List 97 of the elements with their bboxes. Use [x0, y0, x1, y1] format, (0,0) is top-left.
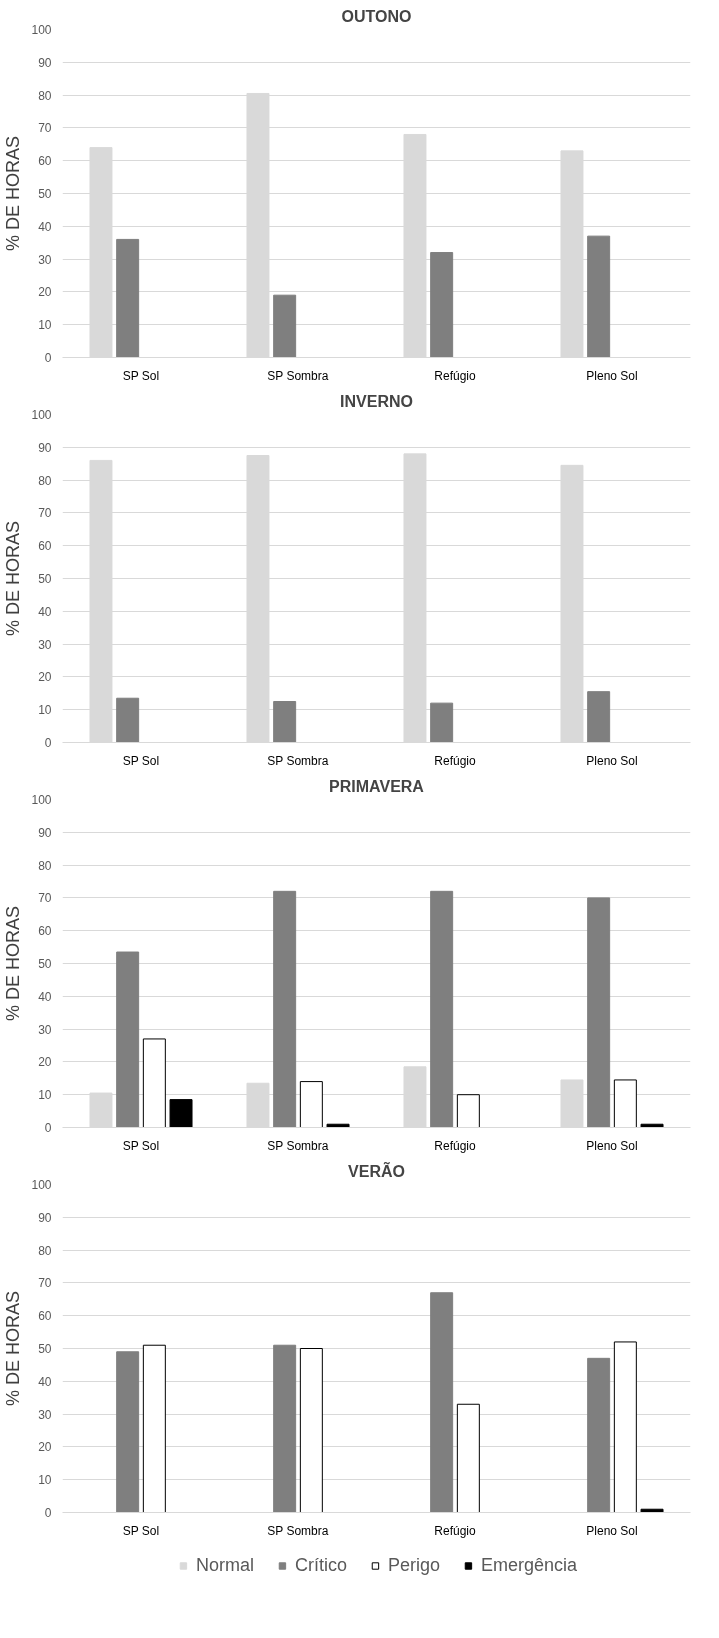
x-tick-label: SP Sombra [267, 368, 329, 383]
x-tick-label: SP Sombra [267, 753, 329, 768]
bar [587, 691, 611, 743]
x-tick-label: SP Sol [122, 1138, 160, 1153]
y-tick-label: 10 [38, 703, 52, 718]
y-tick-label: 100 [31, 793, 52, 807]
bar [430, 702, 454, 743]
legend-label: Perigo [387, 1554, 441, 1576]
x-tick-label: Pleno Sol [586, 1523, 638, 1538]
y-tick-label: 70 [38, 891, 52, 906]
y-axis-title: % DE HORAS [3, 520, 24, 637]
x-tick-label: Refúgio [434, 1138, 477, 1153]
bar [430, 252, 454, 358]
y-tick-label: 100 [31, 408, 52, 422]
x-tick-label: Pleno Sol [586, 753, 638, 768]
y-tick-label: 30 [38, 1022, 52, 1037]
y-tick-label: 40 [38, 989, 52, 1004]
chart-title: INVERNO [340, 392, 413, 410]
x-tick-label: Pleno Sol [586, 368, 638, 383]
bar [299, 1348, 323, 1513]
y-tick-label: 40 [38, 604, 52, 619]
y-tick-label: 20 [38, 1055, 52, 1070]
bar [587, 897, 611, 1128]
y-tick-label: 90 [38, 440, 52, 455]
y-tick-label: 40 [38, 1374, 52, 1389]
y-tick-label: 90 [38, 1210, 52, 1225]
y-tick-label: 50 [38, 957, 52, 971]
bar [116, 1351, 140, 1513]
y-tick-label: 80 [38, 858, 52, 873]
bar [273, 1344, 297, 1513]
x-tick-label: SP Sombra [267, 1138, 329, 1153]
bar [116, 238, 140, 358]
x-tick-label: Pleno Sol [586, 1138, 638, 1153]
chart-title: PRIMAVERA [329, 777, 425, 795]
y-tick-label: 60 [38, 924, 52, 939]
bar [299, 1081, 323, 1128]
bar [587, 1357, 611, 1513]
x-tick-label: SP Sol [122, 368, 160, 383]
bar [456, 1094, 480, 1128]
bar [613, 1341, 637, 1513]
y-tick-label: 40 [38, 219, 52, 234]
bar [456, 1403, 480, 1513]
y-tick-label: 70 [38, 121, 52, 136]
y-tick-label: 30 [38, 637, 52, 652]
y-tick-label: 90 [38, 55, 52, 70]
legend-label: Normal [195, 1554, 254, 1576]
y-tick-label: 70 [38, 1276, 52, 1291]
bar [116, 951, 140, 1128]
y-axis-title: % DE HORAS [3, 135, 24, 252]
y-tick-label: 0 [44, 1506, 52, 1520]
x-tick-label: SP Sombra [267, 1523, 329, 1538]
x-tick-label: SP Sol [122, 1523, 160, 1538]
legend-label: Crítico [294, 1554, 347, 1576]
bar [613, 1079, 637, 1128]
bar [273, 890, 297, 1128]
y-tick-label: 50 [38, 1342, 52, 1356]
bar [142, 1038, 166, 1128]
bar [142, 1344, 166, 1513]
y-tick-label: 30 [38, 252, 52, 267]
y-axis-title: % DE HORAS [3, 905, 24, 1022]
bar [587, 235, 611, 358]
y-tick-label: 100 [31, 1178, 52, 1192]
y-tick-label: 30 [38, 1407, 52, 1422]
chart-title: VERÃO [348, 1160, 405, 1180]
y-tick-label: 60 [38, 1309, 52, 1324]
y-tick-label: 80 [38, 473, 52, 488]
y-tick-label: 20 [38, 1440, 52, 1455]
y-tick-label: 10 [38, 318, 52, 333]
y-tick-label: 80 [38, 88, 52, 103]
y-tick-label: 10 [38, 1473, 52, 1488]
bar [116, 697, 140, 743]
chart-title: OUTONO [341, 7, 412, 25]
y-tick-label: 60 [38, 154, 52, 169]
bar [273, 701, 297, 743]
x-tick-label: Refúgio [434, 1523, 477, 1538]
y-axis-title: % DE HORAS [3, 1290, 24, 1407]
y-tick-label: 100 [31, 23, 52, 37]
x-tick-label: Refúgio [434, 753, 477, 768]
y-tick-label: 50 [38, 572, 52, 586]
legend-label: Emergência [481, 1554, 578, 1576]
y-tick-label: 0 [44, 351, 52, 365]
y-tick-label: 20 [38, 670, 52, 685]
y-tick-label: 90 [38, 825, 52, 840]
bar [169, 1099, 193, 1128]
y-tick-label: 50 [38, 187, 52, 201]
bar [273, 294, 297, 358]
y-tick-label: 10 [38, 1088, 52, 1103]
x-tick-label: Refúgio [434, 368, 477, 383]
x-tick-label: SP Sol [122, 753, 160, 768]
bar [430, 1292, 454, 1513]
y-tick-label: 70 [38, 506, 52, 521]
y-tick-label: 20 [38, 285, 52, 300]
y-tick-label: 0 [44, 1121, 52, 1135]
y-tick-label: 0 [44, 736, 52, 750]
y-tick-label: 60 [38, 539, 52, 554]
y-tick-label: 80 [38, 1243, 52, 1258]
bar [430, 890, 454, 1128]
